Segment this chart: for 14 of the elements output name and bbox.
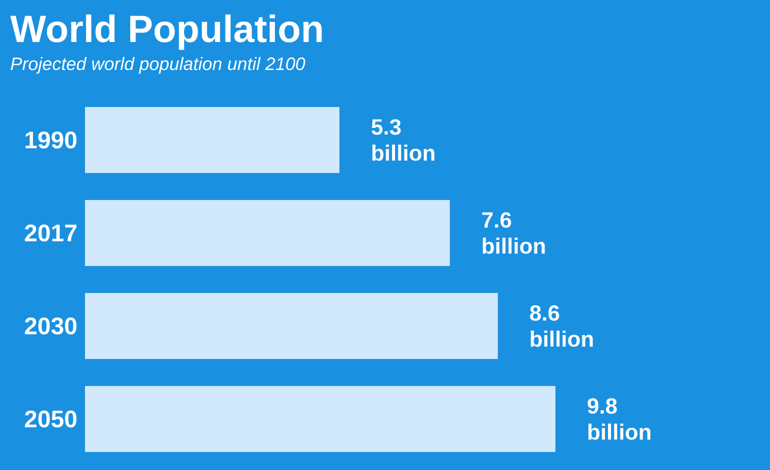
data-label: 8.6 billion — [530, 305, 593, 347]
data-label: 5.3 billion — [372, 119, 434, 161]
y-tick-label: 2017 — [24, 224, 76, 242]
y-tick-label: 2050 — [24, 410, 76, 428]
bar — [85, 293, 498, 360]
data-label: 9.8 billion — [588, 398, 650, 440]
bar — [85, 107, 340, 173]
y-tick-label: 1990 — [26, 131, 76, 148]
y-tick-label: 2030 — [24, 317, 76, 335]
bar — [85, 386, 556, 452]
data-label: 7.6 billion — [482, 212, 545, 254]
chart-title: World Population — [10, 14, 322, 50]
bar — [85, 200, 450, 266]
chart-subtitle: Projected world population until 2100 — [10, 56, 306, 74]
